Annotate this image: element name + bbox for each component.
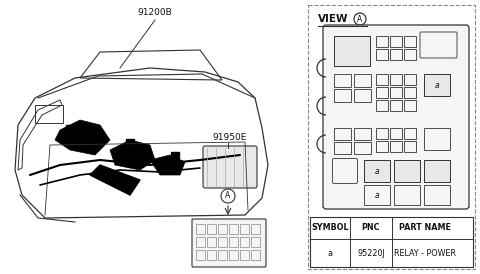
Bar xyxy=(376,141,388,152)
Polygon shape xyxy=(110,140,155,170)
Bar xyxy=(424,160,450,182)
Bar xyxy=(251,237,260,247)
Bar xyxy=(229,224,238,234)
Bar xyxy=(376,100,388,111)
Text: a: a xyxy=(375,190,379,199)
Bar xyxy=(390,74,402,85)
Bar xyxy=(334,142,351,154)
Bar xyxy=(390,49,402,60)
Bar xyxy=(390,36,402,47)
Bar xyxy=(394,160,420,182)
Bar xyxy=(229,250,238,260)
Bar xyxy=(364,185,390,205)
Bar xyxy=(354,89,371,102)
Bar xyxy=(390,100,402,111)
Bar xyxy=(390,87,402,98)
Bar xyxy=(310,217,473,267)
Text: RELAY - POWER: RELAY - POWER xyxy=(394,249,456,258)
Text: a: a xyxy=(327,249,333,258)
Text: 95220J: 95220J xyxy=(357,249,385,258)
Text: PART NAME: PART NAME xyxy=(399,224,451,233)
Bar xyxy=(404,141,416,152)
Bar xyxy=(240,237,249,247)
Text: 91950E: 91950E xyxy=(213,133,247,142)
Bar xyxy=(334,74,351,87)
Bar xyxy=(394,185,420,205)
Bar xyxy=(308,5,475,269)
Bar xyxy=(196,224,205,234)
Bar xyxy=(390,128,402,139)
Bar xyxy=(334,128,351,140)
Bar xyxy=(376,74,388,85)
Bar xyxy=(404,49,416,60)
Bar xyxy=(404,74,416,85)
Bar xyxy=(424,185,450,205)
Bar xyxy=(35,105,63,123)
Bar xyxy=(196,237,205,247)
Bar xyxy=(229,237,238,247)
Bar xyxy=(218,250,227,260)
Polygon shape xyxy=(55,120,110,155)
Bar xyxy=(354,74,371,87)
Bar xyxy=(218,224,227,234)
Bar xyxy=(196,250,205,260)
Bar xyxy=(251,224,260,234)
Bar xyxy=(364,160,390,182)
FancyBboxPatch shape xyxy=(203,146,257,188)
Bar xyxy=(404,100,416,111)
Text: A: A xyxy=(358,15,362,24)
Text: VIEW: VIEW xyxy=(318,14,348,24)
Bar xyxy=(251,250,260,260)
Bar xyxy=(404,128,416,139)
Text: a: a xyxy=(375,167,379,176)
Bar xyxy=(334,36,370,66)
Bar xyxy=(240,250,249,260)
Bar xyxy=(207,224,216,234)
Bar xyxy=(390,141,402,152)
Text: SYMBOL: SYMBOL xyxy=(311,224,349,233)
Bar xyxy=(207,250,216,260)
Bar xyxy=(376,87,388,98)
Bar xyxy=(404,36,416,47)
Text: PNC: PNC xyxy=(362,224,380,233)
Text: a: a xyxy=(435,81,439,90)
Text: 91200B: 91200B xyxy=(138,8,172,17)
Bar xyxy=(376,128,388,139)
Bar xyxy=(376,49,388,60)
FancyBboxPatch shape xyxy=(323,25,469,209)
Bar xyxy=(424,74,450,96)
Bar xyxy=(207,237,216,247)
Bar xyxy=(354,142,371,154)
Bar xyxy=(354,128,371,140)
Bar xyxy=(171,152,179,158)
Bar xyxy=(404,87,416,98)
FancyBboxPatch shape xyxy=(192,219,266,267)
Polygon shape xyxy=(150,155,185,175)
Bar xyxy=(424,128,450,150)
Bar xyxy=(66,125,74,131)
Polygon shape xyxy=(90,165,140,195)
Bar xyxy=(376,36,388,47)
Bar xyxy=(240,224,249,234)
Text: A: A xyxy=(226,192,230,201)
Bar xyxy=(334,89,351,102)
Bar xyxy=(126,139,134,145)
Bar xyxy=(218,237,227,247)
